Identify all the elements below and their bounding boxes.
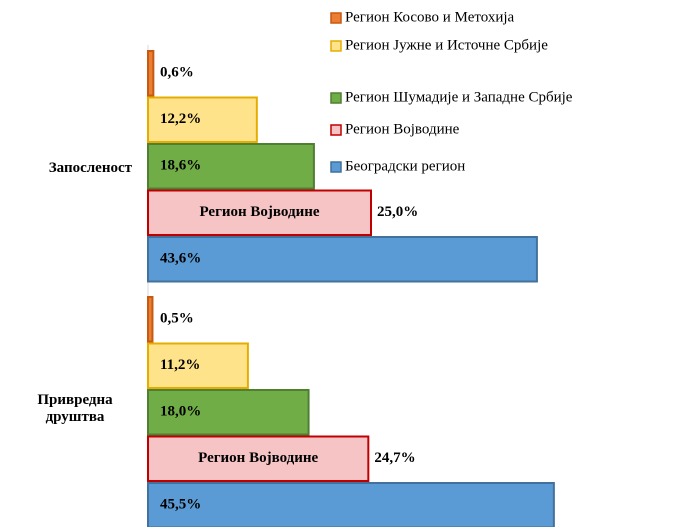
legend-swatch [330, 12, 342, 24]
legend-label: Београдски регион [345, 158, 465, 174]
category-label: Запосленост [48, 160, 132, 176]
data-label: 18,6% [160, 158, 201, 174]
legend-swatch [330, 161, 342, 173]
legend-label: Регион Шумадије и Западне Србије [345, 89, 573, 105]
category-label: Привредна друштва [37, 392, 113, 425]
bar [147, 296, 154, 343]
bar [147, 482, 555, 527]
legend-swatch [330, 40, 342, 52]
data-label: 45,5% [160, 497, 201, 513]
legend-swatch [330, 92, 342, 104]
bar [147, 189, 372, 236]
legend-label: Регион Војводине [345, 121, 460, 137]
data-label: 25,0% [377, 204, 418, 220]
bar [147, 96, 258, 143]
legend-label: Регион Јужне и Источне Србије [345, 37, 548, 53]
data-label: 0,6% [160, 65, 194, 81]
legend-label: Регион Косово и Метохија [345, 9, 515, 25]
data-label: 11,2% [160, 357, 200, 373]
bar [147, 342, 249, 389]
bar [147, 50, 155, 97]
bar [147, 389, 310, 436]
bar [147, 236, 538, 283]
data-label: 0,5% [160, 311, 194, 327]
bar-series-label: Регион Војводине [199, 204, 319, 220]
bar-series-label: Регион Војводине [198, 450, 318, 466]
bar [147, 435, 370, 482]
data-label: 12,2% [160, 111, 201, 127]
data-label: 24,7% [374, 450, 415, 466]
data-label: 18,0% [160, 404, 201, 420]
bar [147, 143, 315, 190]
legend-swatch [330, 124, 342, 136]
data-label: 43,6% [160, 251, 201, 267]
